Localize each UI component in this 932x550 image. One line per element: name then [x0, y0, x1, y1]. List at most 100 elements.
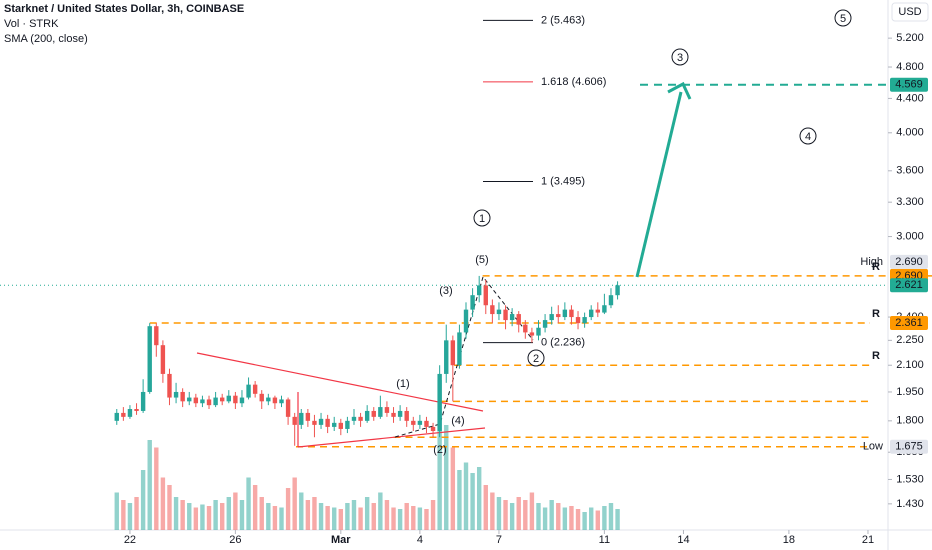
volume-bar: [279, 507, 284, 530]
candle-body: [562, 309, 568, 318]
volume-bar: [233, 492, 238, 530]
volume-bar: [450, 447, 456, 530]
candle-body: [496, 309, 502, 315]
y-tick-label: 1.530: [896, 473, 924, 485]
volume-bar: [562, 507, 568, 530]
indicator: Vol · STRK: [4, 18, 59, 30]
volume-bar: [121, 500, 126, 530]
x-tick-label: 26: [229, 534, 241, 546]
target-label: 4.569: [895, 79, 923, 91]
currency-box[interactable]: [891, 2, 929, 22]
currency: USD: [898, 6, 921, 18]
candle-body: [226, 395, 231, 402]
y-tick-label: 1.430: [896, 498, 924, 510]
level-tag: R: [872, 261, 880, 273]
volume-bar: [127, 503, 133, 530]
candle-body: [417, 420, 423, 425]
candle-body: [213, 397, 218, 406]
candle-body: [200, 399, 205, 404]
candle-body: [114, 412, 119, 421]
y-tick-label: 1.950: [896, 386, 924, 398]
volume-bar: [569, 506, 574, 530]
volume-bar: [219, 503, 225, 530]
candle-body: [127, 409, 133, 417]
volume-bar: [213, 500, 218, 530]
volume-bar: [266, 503, 271, 530]
candle-body: [424, 420, 429, 427]
candle-body: [490, 305, 495, 315]
volume-bar: [160, 477, 166, 530]
volume-bar: [542, 507, 548, 530]
volume-bar: [312, 497, 317, 530]
candle-body: [272, 397, 278, 404]
wave-circle: [473, 209, 491, 227]
wave-label: 4: [805, 131, 811, 143]
volume-bar: [417, 507, 423, 530]
volume-bar: [140, 470, 146, 530]
candle-body: [266, 397, 271, 402]
x-tick-label: 4: [417, 534, 423, 546]
candle-body: [575, 317, 581, 324]
wave-circle: [799, 127, 817, 145]
candle-body: [193, 397, 199, 404]
candle-body: [299, 412, 304, 425]
volume-bar: [114, 492, 119, 530]
wave-label: 5: [840, 13, 846, 25]
candle-body: [134, 409, 139, 411]
high-box: [890, 254, 928, 269]
volume-bar: [345, 503, 350, 530]
candle-body: [140, 391, 146, 411]
fib-label: 2 (5.463): [541, 14, 585, 26]
volume-bar: [589, 507, 594, 530]
candle-body: [411, 420, 416, 425]
volume-bar: [259, 497, 264, 530]
x-tick-label: 14: [677, 534, 689, 546]
arrow-head: [667, 81, 692, 100]
candle-body: [325, 418, 330, 427]
volume-bar: [556, 503, 561, 530]
volume-bar: [457, 470, 462, 530]
wave-circle: [527, 349, 545, 367]
volume-bar: [364, 497, 370, 530]
candle-body: [246, 384, 251, 398]
volume-bar: [490, 492, 495, 530]
candle-body: [444, 340, 449, 374]
volume-bar: [147, 440, 152, 530]
candle-body: [457, 332, 462, 366]
volume-bar: [470, 473, 475, 530]
candle-body: [154, 326, 159, 346]
x-tick-label: 18: [783, 534, 795, 546]
candle-body: [285, 399, 291, 417]
subwave-label: (3): [439, 285, 452, 297]
volume-bar: [430, 500, 436, 530]
candle-body: [338, 422, 344, 429]
candle-body: [279, 399, 284, 404]
candle-body: [476, 285, 482, 296]
fib-label: 1 (3.495): [541, 175, 585, 187]
x-tick-label: 7: [496, 534, 502, 546]
symbol-title: Starknet / United States Dollar, 3h, COI…: [4, 3, 245, 15]
volume-bar: [332, 507, 337, 530]
candle-body: [536, 327, 541, 336]
volume-bar: [476, 467, 482, 530]
triangle-line: [297, 427, 486, 448]
candle-body: [549, 314, 554, 321]
level-tag: Low: [863, 441, 883, 453]
volume-bar: [173, 497, 179, 530]
volume-bar: [509, 503, 515, 530]
wave-circle: [671, 48, 689, 66]
candle-body: [345, 420, 350, 429]
volume-bar: [437, 380, 442, 530]
candle-body: [430, 426, 436, 432]
volume-bar: [193, 507, 199, 530]
candle-body: [318, 418, 324, 425]
candle-body: [595, 309, 600, 313]
volume-bar: [358, 507, 363, 530]
candle-body: [509, 314, 515, 321]
candle-body: [305, 412, 311, 421]
volume-bar: [318, 503, 324, 530]
volume-bar: [516, 497, 521, 530]
fib-label: 0 (2.236): [541, 337, 585, 349]
volume-bar: [424, 509, 429, 530]
